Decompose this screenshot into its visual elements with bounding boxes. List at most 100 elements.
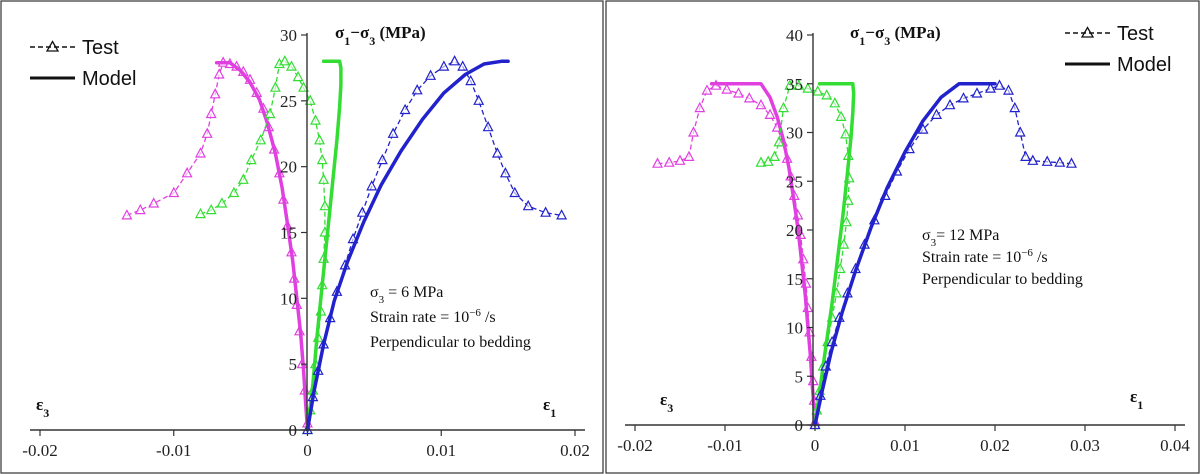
y-tick-label-right: 20 bbox=[786, 221, 803, 240]
test-point-marker bbox=[310, 114, 321, 125]
test-point-marker bbox=[1014, 126, 1026, 137]
test-point-marker bbox=[449, 55, 461, 66]
test-point-marker bbox=[411, 84, 423, 95]
x-tick-label-right: -0.01 bbox=[707, 436, 742, 455]
x-tick-label-right: 0 bbox=[811, 436, 820, 455]
test-point-marker bbox=[195, 147, 206, 158]
test-point-marker bbox=[473, 94, 485, 105]
test-point-marker bbox=[683, 150, 695, 161]
test-point-marker bbox=[269, 81, 281, 92]
test-point-marker bbox=[319, 199, 331, 211]
test-point-marker bbox=[994, 79, 1005, 90]
test-curve-right-2 bbox=[760, 85, 850, 426]
plot-area-left bbox=[121, 55, 568, 435]
test-point-marker bbox=[195, 207, 206, 219]
test-point-marker bbox=[958, 92, 969, 103]
test-point-marker bbox=[213, 68, 225, 79]
model-curve-right-5 bbox=[813, 82, 997, 427]
y-tick-label-left: 15 bbox=[280, 224, 297, 243]
y-tick-label-right: 5 bbox=[795, 367, 804, 386]
chart-panel-left: -0.02 -0.01 0 0.01 0.02 0 5 10 15 20 25 30 σ1−σ3 (M… bbox=[0, 0, 604, 474]
test-point-marker bbox=[438, 60, 450, 71]
test-point-marker bbox=[491, 147, 503, 158]
test-point-marker bbox=[209, 88, 221, 99]
legend-right: Test Model bbox=[1065, 23, 1171, 76]
test-point-marker bbox=[755, 156, 767, 167]
panel-border-left bbox=[0, 0, 604, 474]
test-point-marker bbox=[314, 134, 325, 145]
test-point-marker bbox=[829, 97, 841, 108]
annotation-line2-right: Strain rate = 10−6 /s bbox=[922, 247, 1048, 266]
model-curve-left-5 bbox=[305, 59, 510, 432]
test-point-marker bbox=[465, 74, 477, 86]
test-point-marker bbox=[121, 209, 133, 220]
eps3-label-right: ε3 bbox=[660, 390, 673, 415]
test-point-marker bbox=[821, 89, 833, 100]
test-point-marker bbox=[1003, 84, 1014, 95]
test-point-marker bbox=[181, 167, 193, 178]
annotation-line1-right: σ3= 12 MPa bbox=[922, 227, 999, 249]
y-tick-label-left: 0 bbox=[289, 421, 298, 440]
test-point-marker bbox=[1020, 150, 1032, 161]
test-point-marker bbox=[841, 215, 852, 227]
test-point-marker bbox=[1066, 157, 1077, 168]
x-tick-label-right: 0.01 bbox=[890, 436, 920, 455]
test-point-marker bbox=[457, 60, 469, 71]
test-point-marker bbox=[762, 155, 774, 166]
x-tick-label-left: 0.01 bbox=[426, 441, 456, 460]
test-point-marker bbox=[971, 87, 983, 98]
y-tick-label-right: 15 bbox=[786, 270, 803, 289]
test-point-marker bbox=[764, 108, 776, 119]
test-point-marker bbox=[755, 98, 767, 110]
test-point-marker bbox=[522, 199, 534, 211]
test-point-marker bbox=[134, 203, 146, 215]
test-point-marker bbox=[985, 82, 996, 93]
test-point-marker bbox=[944, 98, 956, 110]
test-point-marker bbox=[255, 134, 267, 145]
y-axis-label-left: σ1−σ3 (MPa) bbox=[335, 23, 426, 48]
model-curve-left-3 bbox=[305, 59, 343, 432]
test-point-marker bbox=[793, 79, 805, 90]
annotation-line1-left: σ3 = 6 MPa bbox=[370, 284, 443, 306]
test-point-marker bbox=[509, 186, 521, 198]
x-tick-label-left: -0.01 bbox=[156, 441, 191, 460]
test-point-marker bbox=[205, 107, 217, 119]
test-point-marker bbox=[812, 85, 824, 96]
test-point-marker bbox=[663, 156, 675, 167]
y-tick-label-right: 25 bbox=[786, 172, 803, 191]
x-tick-label-right: 0.02 bbox=[980, 436, 1010, 455]
legend-test-triangle-left bbox=[45, 40, 60, 52]
test-point-marker bbox=[835, 110, 847, 121]
legend-test-label-left: Test bbox=[82, 37, 119, 59]
y-tick-label-right: 35 bbox=[786, 75, 803, 94]
test-point-marker bbox=[228, 186, 240, 198]
panel-border-right bbox=[605, 0, 1200, 474]
test-curve-left-2 bbox=[200, 60, 326, 431]
annotation-left: σ3 = 6 MPa Strain rate = 10−6 /s Perpend… bbox=[370, 284, 531, 351]
model-curve-right-3 bbox=[813, 82, 856, 427]
test-point-marker bbox=[237, 173, 249, 184]
test-point-marker bbox=[733, 87, 744, 98]
legend-model-label-left: Model bbox=[82, 68, 136, 90]
test-point-marker bbox=[168, 186, 180, 198]
test-point-marker bbox=[292, 70, 304, 82]
legend-test-label-right: Test bbox=[1117, 23, 1154, 45]
test-point-marker bbox=[499, 167, 511, 178]
test-point-marker bbox=[245, 153, 257, 165]
x-tick-label-right: 0.03 bbox=[1070, 436, 1100, 455]
annotation-line3-left: Perpendicular to bedding bbox=[370, 334, 531, 351]
test-point-marker bbox=[304, 94, 316, 105]
model-curve-left-1 bbox=[214, 60, 310, 432]
test-point-marker bbox=[318, 173, 330, 184]
test-point-marker bbox=[1054, 156, 1066, 167]
annotation-right: σ3= 12 MPa Strain rate = 10−6 /s Perpend… bbox=[922, 227, 1083, 288]
test-point-marker bbox=[366, 180, 378, 191]
axes-right: -0.02 -0.01 0 0.01 0.02 0.03 0.04 0 5 10 15 20 25 30 3… bbox=[617, 26, 1190, 455]
x-tick-label-left: 0 bbox=[303, 441, 312, 460]
test-point-marker bbox=[721, 83, 733, 94]
test-point-marker bbox=[201, 127, 213, 138]
test-point-marker bbox=[425, 69, 437, 80]
test-point-marker bbox=[784, 79, 796, 90]
eps1-label-left: ε1 bbox=[543, 395, 556, 420]
